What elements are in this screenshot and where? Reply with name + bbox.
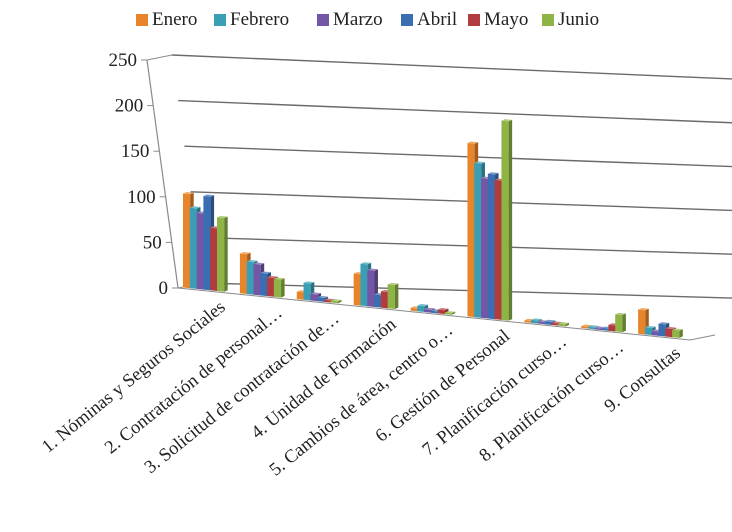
bar [501, 119, 513, 321]
left-wall-edge [146, 59, 179, 289]
legend-label: Enero [152, 9, 197, 30]
y-tick-label: 50 [143, 232, 162, 253]
gridline [184, 145, 732, 168]
legend-swatch [136, 14, 148, 26]
legend-label: Mayo [484, 9, 528, 30]
legend-item: Junio [542, 9, 599, 30]
floor-front-edge [177, 287, 691, 341]
top-left-edge [146, 54, 173, 61]
legend-item: Enero [136, 9, 197, 30]
bar [330, 299, 342, 304]
legend-swatch [401, 14, 413, 26]
legend-swatch [542, 14, 554, 26]
bar [273, 277, 285, 298]
bars [183, 119, 683, 338]
y-axis: 0 50 100 150 200 250 [109, 50, 178, 299]
legend-label: Febrero [230, 9, 289, 30]
bar [672, 328, 683, 338]
legend-item: Marzo [317, 9, 383, 30]
bar [558, 322, 570, 327]
legend-swatch [468, 14, 480, 26]
floor-right-edge [689, 334, 716, 341]
gridline [196, 236, 732, 255]
gridline [171, 54, 732, 80]
y-tick-label: 150 [121, 141, 150, 162]
y-tick-label: 250 [109, 50, 138, 71]
y-tick-label: 200 [115, 96, 144, 117]
bar [444, 311, 456, 315]
grid [146, 54, 732, 341]
legend-swatch [214, 14, 226, 26]
bar [310, 292, 322, 302]
bar [217, 215, 228, 292]
legend: Enero Febrero Marzo Abril Mayo Junio [136, 9, 599, 30]
legend-item: Mayo [468, 9, 528, 30]
legend-label: Marzo [333, 9, 383, 30]
legend-label: Junio [558, 9, 599, 30]
legend-item: Abril [401, 9, 457, 30]
gridline [190, 191, 732, 212]
y-tick-label: 0 [159, 278, 169, 299]
bar [615, 312, 626, 333]
legend-item: Febrero [214, 9, 289, 30]
y-tick-label: 100 [127, 187, 156, 208]
bar [387, 282, 399, 310]
legend-label: Abril [417, 9, 457, 30]
gridline [178, 99, 732, 124]
legend-swatch [317, 14, 329, 26]
